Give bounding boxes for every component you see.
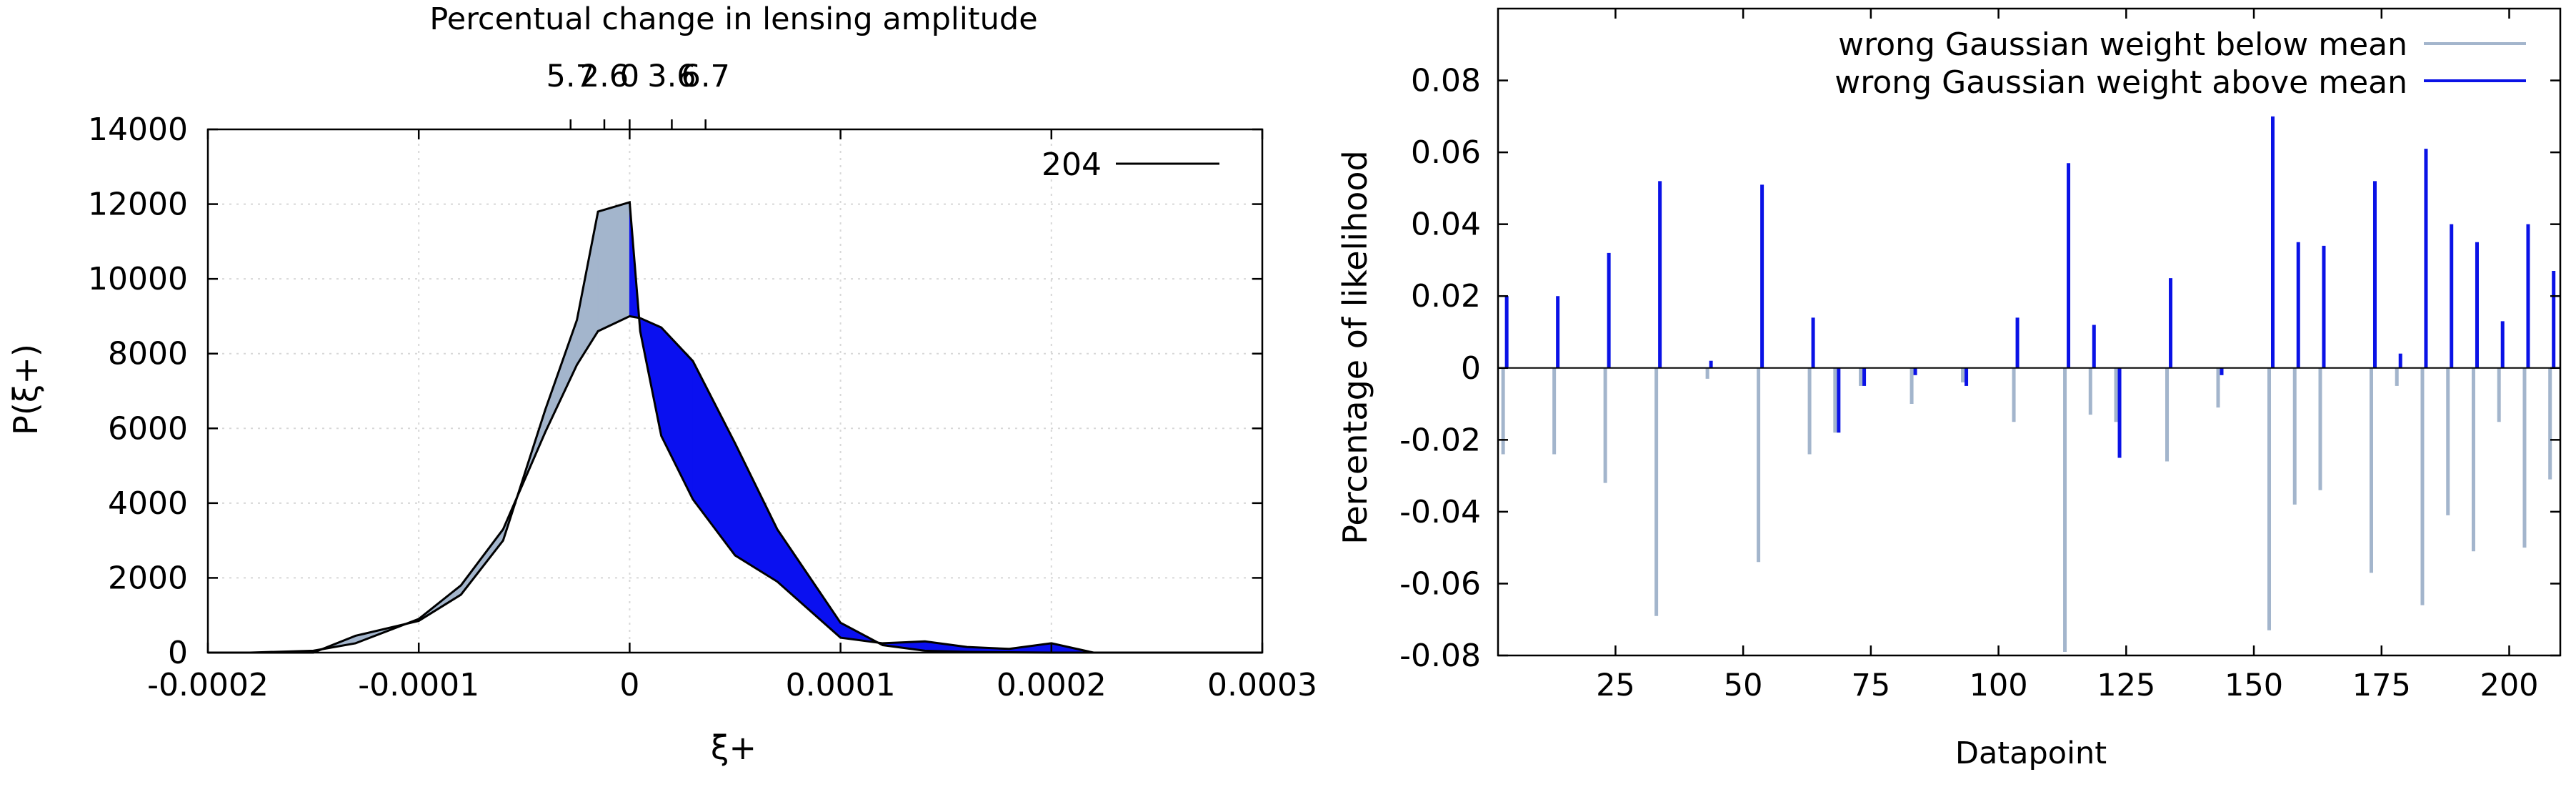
- right-legend-label-below: wrong Gaussian weight below mean: [1838, 26, 2407, 63]
- left-y-tick-label: 2000: [108, 560, 188, 596]
- left-x-tick-label: 0.0003: [1207, 667, 1317, 703]
- right-legend: wrong Gaussian weight below mean wrong G…: [1834, 26, 2526, 101]
- left-x-tick-label: -0.0001: [358, 667, 479, 703]
- left-difference-fills: [250, 202, 1094, 653]
- likelihood-percentage-chart: 25 50 75 100 125 150 175 200 -0.08-0.06-0.04-0.…: [1336, 7, 2562, 771]
- left-top-tick-label: 3.6: [647, 59, 696, 94]
- left-fill-segment-deficit: [777, 528, 842, 639]
- left-grid: [208, 129, 1262, 653]
- left-y-tick-label: 8000: [108, 336, 188, 372]
- left-top-axis-labels: 5.72.60 3.66.7: [546, 59, 730, 94]
- right-y-tick-label: 0.06: [1411, 134, 1481, 171]
- left-y-tick-label: 10000: [88, 261, 188, 297]
- right-x-tick-label: 50: [1724, 668, 1763, 703]
- right-plot-frame: [1497, 7, 2562, 657]
- right-y-tick-label: 0.08: [1411, 63, 1481, 99]
- right-y-tick-label: -0.06: [1399, 565, 1481, 602]
- left-y-tick-label: 4000: [108, 485, 188, 522]
- right-x-axis-label: Datapoint: [1955, 736, 2107, 771]
- left-fill-segment-excess: [597, 202, 630, 332]
- left-legend: 204: [1042, 147, 1219, 183]
- right-y-tick-labels: -0.08 -0.06 -0.04 -0.02 0 0.02 0.04 0.06 0.08: [1399, 63, 1481, 674]
- left-top-tick-label: 0: [620, 59, 639, 94]
- left-x-tick-label: -0.0002: [147, 667, 269, 703]
- right-x-tick-label: 150: [2225, 668, 2283, 703]
- left-top-tick-label: 2.6: [580, 59, 629, 94]
- right-y-axis-label: Percentage of likelihood: [1336, 150, 1374, 544]
- left-plot-frame: [206, 128, 1264, 654]
- left-legend-label: 204: [1042, 147, 1102, 183]
- left-y-axis-label: P(ξ+): [6, 344, 45, 435]
- right-y-tick-label: -0.02: [1399, 422, 1481, 458]
- left-x-axis-label: ξ+: [711, 728, 757, 767]
- left-series-line-204: [208, 200, 1262, 654]
- right-bars: [1501, 116, 2556, 652]
- left-fill-segment-excess: [576, 211, 599, 367]
- left-x-tick-label: 0: [619, 667, 639, 703]
- right-x-tick-label: 200: [2480, 668, 2538, 703]
- right-x-tick-label: 125: [2097, 668, 2155, 703]
- left-chart-title: Percentual change in lensing amplitude: [429, 1, 1037, 37]
- right-x-tick-labels: 25 50 75 100 125 150 175 200: [1596, 668, 2538, 703]
- right-y-tick-label: 0: [1461, 350, 1481, 387]
- left-x-tick-labels: -0.0002 -0.0001 0 0.0001 0.0002 0.0003: [147, 667, 1317, 703]
- left-top-tick-label: 5.7: [546, 59, 595, 94]
- left-y-tick-label: 12000: [88, 187, 188, 223]
- lensing-amplitude-chart: -0.0002 -0.0001 0 0.0001 0.0002 0.0003 0 2000 4…: [6, 1, 1317, 767]
- left-fill-segment-deficit: [734, 442, 778, 583]
- right-y-tick-label: -0.04: [1399, 494, 1481, 530]
- left-x-tick-label: 0.0002: [997, 667, 1107, 703]
- right-ticks: [1498, 9, 2560, 657]
- right-y-tick-label: -0.08: [1399, 638, 1481, 674]
- left-ticks: [206, 119, 1264, 654]
- left-y-tick-label: 6000: [108, 410, 188, 447]
- right-y-tick-label: 0.02: [1411, 278, 1481, 315]
- right-x-tick-label: 175: [2352, 668, 2411, 703]
- left-y-tick-label: 0: [168, 635, 188, 671]
- right-legend-label-above: wrong Gaussian weight above mean: [1834, 64, 2407, 101]
- left-y-tick-labels: 0 2000 4000 6000 8000 10000 12000 14000: [88, 112, 188, 671]
- left-curves: [208, 200, 1262, 654]
- right-x-tick-label: 75: [1852, 668, 1891, 703]
- right-x-tick-label: 25: [1596, 668, 1635, 703]
- left-y-tick-label: 14000: [88, 112, 188, 148]
- right-y-tick-label: 0.04: [1411, 207, 1481, 243]
- left-top-tick-label: 6.7: [681, 59, 729, 94]
- right-x-tick-label: 100: [1970, 668, 2028, 703]
- left-x-tick-label: 0.0001: [786, 667, 896, 703]
